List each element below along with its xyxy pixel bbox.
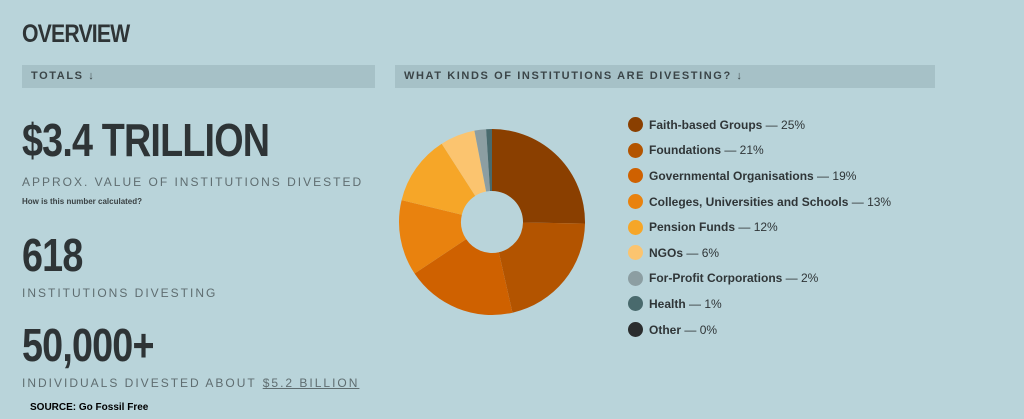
slice xyxy=(398,200,467,274)
value-label: 0% xyxy=(681,323,717,337)
page-title: OVERVIEW xyxy=(22,20,130,48)
value-label: 12% xyxy=(735,220,778,234)
legend-item: NGOs6% xyxy=(628,240,891,266)
chart-title[interactable]: WHAT KINDS OF INSTITUTIONS ARE DIVESTING… xyxy=(395,65,935,88)
totals-heading[interactable]: TOTALS ↓ xyxy=(22,65,375,88)
legend-label: Governmental Organisations xyxy=(649,168,814,183)
legend-swatch xyxy=(628,142,643,158)
value-label: 21% xyxy=(721,143,764,157)
value-label: 13% xyxy=(848,195,891,209)
total-value: $3.4 TRILLION xyxy=(22,114,270,166)
legend-item: Governmental Organisations19% xyxy=(628,163,891,189)
legend: Faith-based Groups25%Foundations21%Gover… xyxy=(628,112,891,342)
legend-item: Foundations21% xyxy=(628,138,891,164)
label-text: INDIVIDUALS DIVESTED ABOUT xyxy=(22,376,257,390)
legend-label: Faith-based Groups xyxy=(649,117,763,132)
legend-swatch xyxy=(628,245,643,261)
legend-item: Colleges, Universities and Schools13% xyxy=(628,189,891,215)
total-value: 618 xyxy=(22,229,83,281)
slice xyxy=(474,129,491,192)
legend-swatch xyxy=(628,270,643,286)
legend-item: Health1% xyxy=(628,291,891,317)
source: SOURCE: Go Fossil Free xyxy=(30,402,149,413)
slice xyxy=(498,222,585,313)
legend-label: NGOs xyxy=(649,245,684,260)
billion-link[interactable]: $5.2 BILLION xyxy=(262,376,360,390)
value-label: 6% xyxy=(683,246,719,260)
slice xyxy=(414,239,513,315)
total-value: 50,000+ xyxy=(22,319,154,371)
legend-swatch xyxy=(628,296,643,312)
legend-item: Pension Funds12% xyxy=(628,214,891,240)
legend-label: Other xyxy=(649,322,682,337)
value-label: 19% xyxy=(814,169,856,183)
value-label: 1% xyxy=(686,297,721,311)
slice xyxy=(486,129,492,192)
legend-item: For-Profit Corporations2% xyxy=(628,266,891,292)
help-link[interactable]: How is this number calculated? xyxy=(22,197,143,206)
legend-label: Health xyxy=(649,296,686,311)
legend-swatch xyxy=(628,168,643,184)
legend-swatch xyxy=(628,117,643,133)
total-label: INSTITUTIONS DIVESTING xyxy=(22,286,218,300)
donut-chart xyxy=(398,129,586,315)
legend-label: For-Profit Corporations xyxy=(649,271,783,286)
legend-label: Pension Funds xyxy=(649,220,736,235)
value-label: 2% xyxy=(782,271,818,285)
legend-item: Faith-based Groups25% xyxy=(628,112,891,138)
total-label: INDIVIDUALS DIVESTED ABOUT $5.2 BILLION xyxy=(22,376,359,390)
legend-item: Other0% xyxy=(628,317,891,343)
legend-swatch xyxy=(628,219,643,235)
legend-swatch xyxy=(628,322,643,338)
legend-swatch xyxy=(628,194,643,210)
total-label: APPROX. VALUE OF INSTITUTIONS DIVESTED xyxy=(22,175,364,189)
value-label: 25% xyxy=(762,118,805,132)
legend-label: Colleges, Universities and Schools xyxy=(649,194,849,209)
slice xyxy=(492,129,586,224)
slice xyxy=(441,130,487,196)
slice xyxy=(401,143,476,215)
legend-label: Foundations xyxy=(649,143,721,158)
